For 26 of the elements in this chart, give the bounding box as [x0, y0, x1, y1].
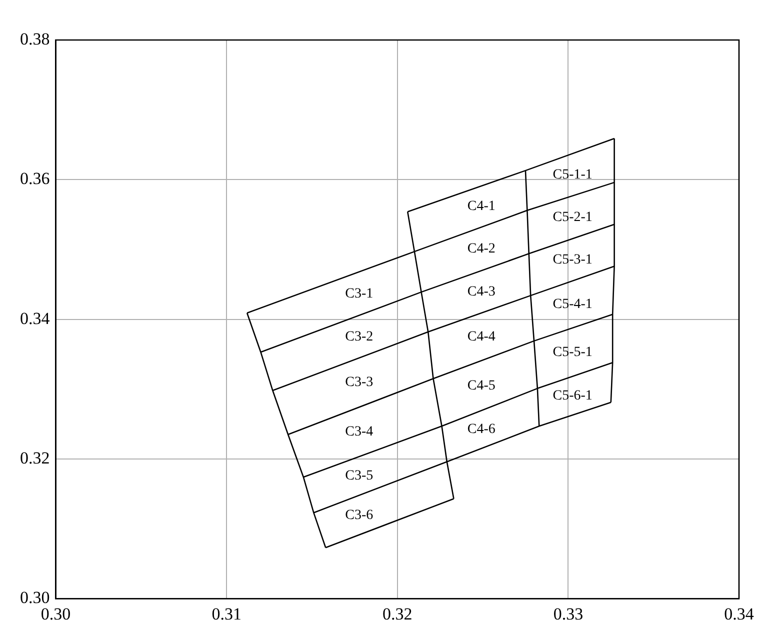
- annotation: C3-4: [345, 424, 374, 440]
- x-tick-label: 0.32: [382, 604, 412, 624]
- annotation: C4-1: [467, 199, 496, 214]
- annotation: C3-1: [345, 286, 374, 302]
- annotation: C4-2: [467, 242, 496, 257]
- annotation: C3-3: [345, 375, 374, 390]
- annotation: C3-5: [345, 468, 374, 484]
- y-tick-label: 0.32: [20, 448, 50, 468]
- annotation: C5-3-1: [552, 252, 592, 268]
- annotation: C5-5-1: [552, 344, 592, 360]
- annotation: C3-6: [345, 508, 374, 523]
- x-tick-label: 0.34: [724, 604, 754, 624]
- x-tick-label: 0.31: [212, 604, 242, 624]
- annotation: C4-5: [467, 378, 496, 394]
- y-tick-label: 0.34: [20, 308, 50, 328]
- annotation: C4-4: [467, 330, 496, 344]
- annotation: C5-4-1: [552, 297, 592, 312]
- y-tick-label: 0.38: [20, 29, 50, 48]
- annotation: C4-3: [467, 284, 496, 300]
- x-tick-label: 0.33: [553, 604, 584, 624]
- annotation: C3-2: [345, 329, 374, 344]
- annotation: C5-1-1: [552, 167, 592, 182]
- annotation: C4-6: [467, 422, 496, 438]
- annotation: C5-6-1: [552, 388, 592, 404]
- y-tick-label: 0.36: [20, 169, 50, 188]
- annotation: C5-2-1: [552, 210, 592, 225]
